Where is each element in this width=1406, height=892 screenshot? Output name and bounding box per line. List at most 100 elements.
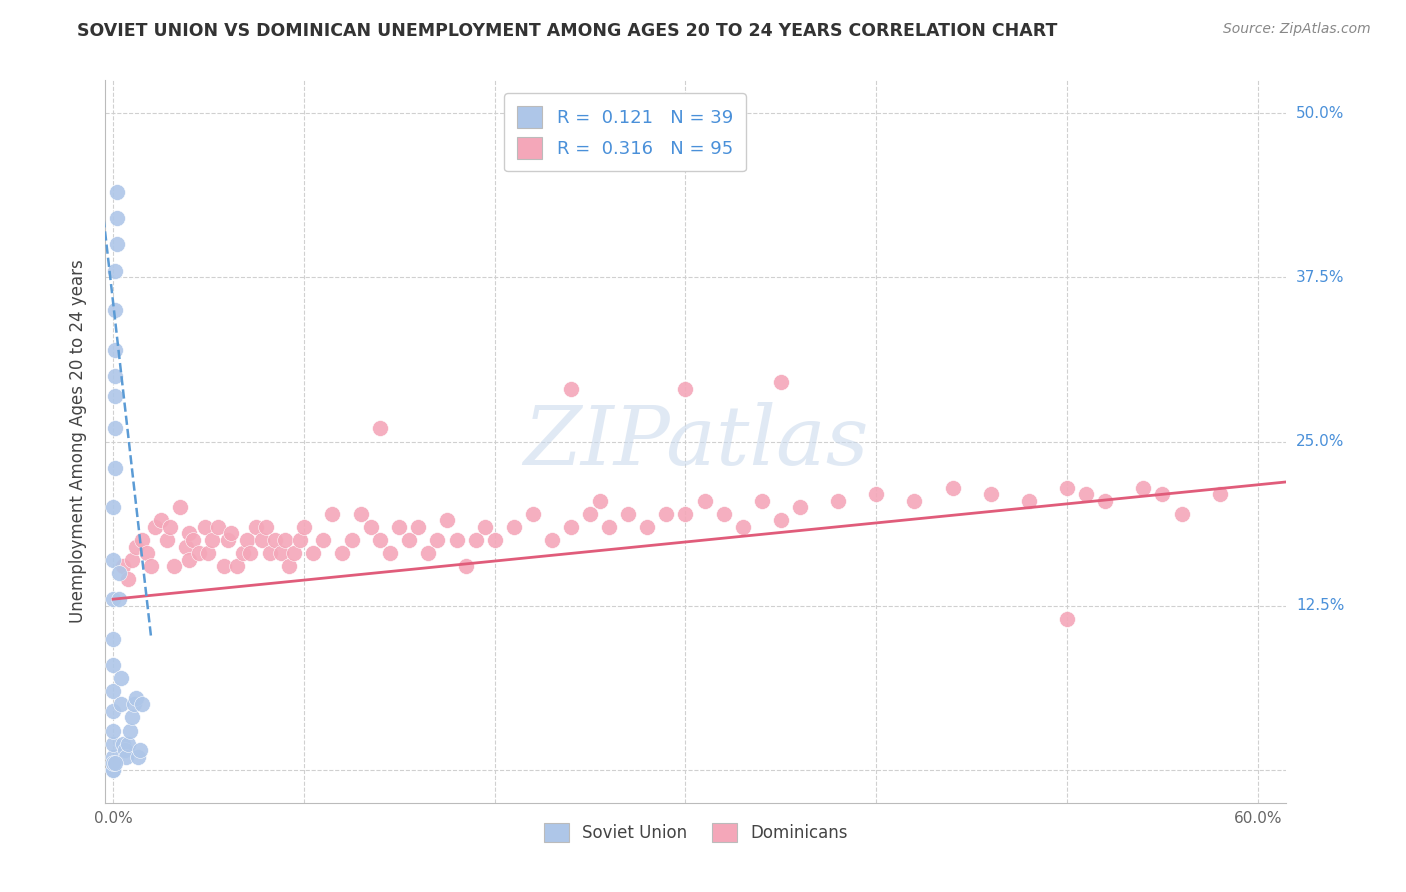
Point xyxy=(104,388,127,402)
Point xyxy=(264,533,287,547)
Point xyxy=(122,698,145,712)
Point xyxy=(340,533,363,547)
Point xyxy=(125,690,148,705)
Point xyxy=(942,481,965,495)
Text: SOVIET UNION VS DOMINICAN UNEMPLOYMENT AMONG AGES 20 TO 24 YEARS CORRELATION CHA: SOVIET UNION VS DOMINICAN UNEMPLOYMENT A… xyxy=(77,22,1057,40)
Point xyxy=(181,533,204,547)
Point xyxy=(159,520,181,534)
Point xyxy=(277,559,299,574)
Point xyxy=(104,421,127,435)
Point xyxy=(163,559,186,574)
Point xyxy=(221,526,243,541)
Point xyxy=(416,546,439,560)
Point xyxy=(179,553,201,567)
Point xyxy=(1209,487,1232,501)
Point xyxy=(101,737,124,751)
Point xyxy=(693,493,716,508)
Text: 25.0%: 25.0% xyxy=(1296,434,1344,449)
Point xyxy=(101,763,124,777)
Point xyxy=(769,376,792,390)
Point xyxy=(751,493,773,508)
Point xyxy=(101,632,124,646)
Point xyxy=(436,513,458,527)
Point xyxy=(1018,493,1040,508)
Point xyxy=(368,533,391,547)
Point xyxy=(127,749,149,764)
Point xyxy=(655,507,678,521)
Point xyxy=(378,546,401,560)
Point xyxy=(321,507,343,521)
Point xyxy=(1076,487,1098,501)
Point xyxy=(121,553,143,567)
Point xyxy=(283,546,305,560)
Point xyxy=(107,566,129,580)
Point xyxy=(110,698,132,712)
Point xyxy=(101,553,124,567)
Point xyxy=(288,533,311,547)
Point xyxy=(104,303,127,318)
Point xyxy=(120,723,142,738)
Point xyxy=(464,533,486,547)
Point xyxy=(169,500,191,515)
Point xyxy=(101,704,124,718)
Point xyxy=(187,546,209,560)
Point xyxy=(1132,481,1154,495)
Point xyxy=(197,546,219,560)
Y-axis label: Unemployment Among Ages 20 to 24 years: Unemployment Among Ages 20 to 24 years xyxy=(69,260,87,624)
Point xyxy=(110,671,132,685)
Point xyxy=(114,743,136,757)
Point xyxy=(560,520,582,534)
Point xyxy=(598,520,620,534)
Point xyxy=(474,520,496,534)
Point xyxy=(101,684,124,698)
Point xyxy=(143,520,166,534)
Point xyxy=(250,533,273,547)
Point xyxy=(360,520,382,534)
Point xyxy=(115,749,138,764)
Point xyxy=(426,533,449,547)
Point xyxy=(104,460,127,475)
Point xyxy=(388,520,411,534)
Point xyxy=(312,533,335,547)
Point xyxy=(1152,487,1174,501)
Point xyxy=(217,533,239,547)
Point xyxy=(617,507,640,521)
Point xyxy=(292,520,315,534)
Point xyxy=(207,520,229,534)
Point xyxy=(201,533,224,547)
Point xyxy=(101,592,124,607)
Point xyxy=(827,493,849,508)
Point xyxy=(117,573,139,587)
Point xyxy=(107,592,129,607)
Point xyxy=(254,520,277,534)
Point xyxy=(212,559,235,574)
Point xyxy=(980,487,1002,501)
Point xyxy=(125,540,148,554)
Point xyxy=(101,749,124,764)
Point xyxy=(484,533,506,547)
Point xyxy=(235,533,257,547)
Point xyxy=(731,520,754,534)
Point xyxy=(769,513,792,527)
Point xyxy=(101,763,124,777)
Point xyxy=(1170,507,1192,521)
Point xyxy=(174,540,197,554)
Point xyxy=(105,237,128,252)
Point xyxy=(104,756,127,771)
Point xyxy=(245,520,267,534)
Point xyxy=(1056,612,1078,626)
Point xyxy=(101,500,124,515)
Point xyxy=(141,559,163,574)
Point xyxy=(128,743,150,757)
Text: ZIPatlas: ZIPatlas xyxy=(523,401,869,482)
Point xyxy=(579,507,602,521)
Point xyxy=(101,723,124,738)
Point xyxy=(350,507,373,521)
Point xyxy=(636,520,658,534)
Point xyxy=(131,533,153,547)
Point xyxy=(105,211,128,226)
Point xyxy=(675,382,697,396)
Point xyxy=(104,264,127,278)
Point xyxy=(131,698,153,712)
Point xyxy=(408,520,430,534)
